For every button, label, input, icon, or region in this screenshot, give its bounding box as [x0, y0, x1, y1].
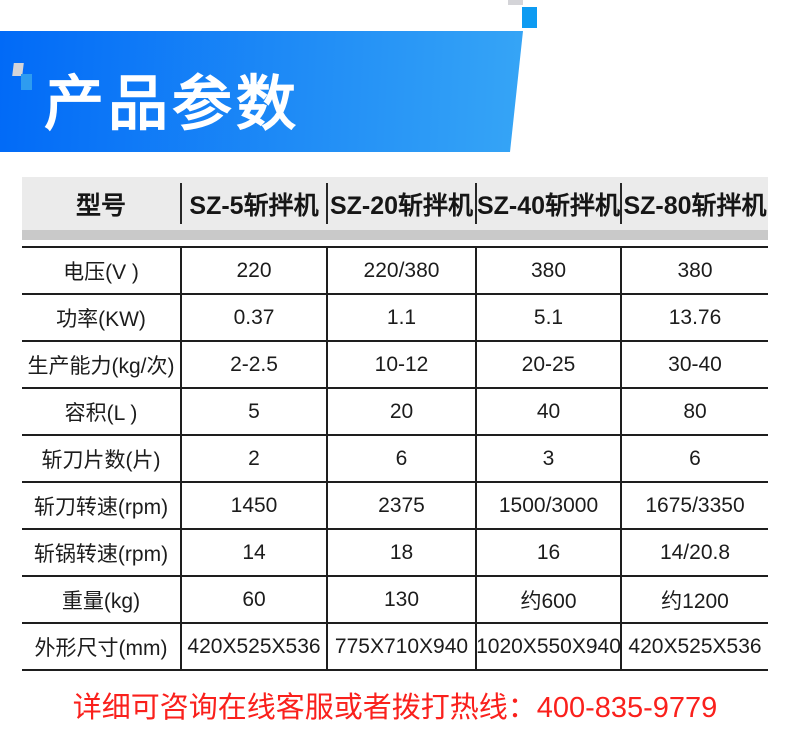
cell-value: 2-2.5: [180, 342, 326, 387]
cell-value: 约600: [475, 577, 620, 622]
table-row: 斩锅转速(rpm) 14 18 16 14/20.8: [22, 530, 768, 577]
cell-value: 6: [326, 436, 475, 481]
cell-value: 380: [620, 248, 768, 293]
cell-value: 40: [475, 389, 620, 434]
cell-value: 5.1: [475, 295, 620, 340]
table-row: 生产能力(kg/次) 2-2.5 10-12 20-25 30-40: [22, 342, 768, 389]
table-row: 斩刀片数(片) 2 6 3 6: [22, 436, 768, 483]
header-divider-band: [22, 230, 768, 240]
row-label: 电压(V ): [63, 260, 139, 284]
cell-value: 380: [475, 248, 620, 293]
table-row: 斩刀转速(rpm) 1450 2375 1500/3000 1675/3350: [22, 483, 768, 530]
cell-value: 30-40: [620, 342, 768, 387]
row-label: 斩刀片数(片): [41, 448, 161, 472]
row-label: 外形尺寸(mm): [34, 636, 168, 660]
cell-value: 420X525X536: [620, 624, 768, 669]
cell-value: 约1200: [620, 577, 768, 622]
cell-value: 1.1: [326, 295, 475, 340]
row-label: 斩刀转速(rpm): [33, 495, 169, 519]
cell-value: 1450: [180, 483, 326, 528]
row-label: 容积(L ): [64, 401, 138, 425]
cell-value: 16: [475, 530, 620, 575]
cell-value: 2: [180, 436, 326, 481]
cell-value: 1500/3000: [475, 483, 620, 528]
column-header: SZ-5斩拌机: [180, 183, 326, 224]
cell-value: 0.37: [180, 295, 326, 340]
spec-table: 型号 SZ-5斩拌机 SZ-20斩拌机 SZ-40斩拌机 SZ-80斩拌机 电压(V )…: [22, 177, 768, 671]
cell-value: 14: [180, 530, 326, 575]
cell-value: 10-12: [326, 342, 475, 387]
hotline-text: 详细可咨询在线客服或者拨打热线：400-835-9779: [0, 684, 790, 726]
cell-value: 6: [620, 436, 768, 481]
table-row: 功率(KW) 0.37 1.1 5.1 13.76: [22, 295, 768, 342]
cell-value: 775X710X940: [326, 624, 475, 669]
cell-value: 18: [326, 530, 475, 575]
cell-value: 60: [180, 577, 326, 622]
row-label: 重量(kg): [61, 589, 141, 613]
cell-value: 220/380: [326, 248, 475, 293]
cell-value: 14/20.8: [620, 530, 768, 575]
cell-value: 20: [326, 389, 475, 434]
table-row: 容积(L ) 5 20 40 80: [22, 389, 768, 436]
column-header: SZ-80斩拌机: [620, 183, 768, 224]
table-row: 电压(V ) 220 220/380 380 380: [22, 248, 768, 295]
spec-table-body: 电压(V ) 220 220/380 380 380 功率(KW) 0.37 1.1 5.1 13…: [22, 246, 768, 671]
row-label: 生产能力(kg/次): [27, 354, 175, 378]
hotline-phone-number: 400-835-9779: [536, 692, 718, 724]
corner-gray-square-decoration: [508, 0, 523, 5]
page-title: 产品参数: [44, 70, 300, 137]
spec-table-header-row: 型号 SZ-5斩拌机 SZ-20斩拌机 SZ-40斩拌机 SZ-80斩拌机: [22, 177, 768, 230]
cell-value: 130: [326, 577, 475, 622]
cell-value: 20-25: [475, 342, 620, 387]
row-label: 功率(KW): [56, 307, 146, 331]
cell-value: 2375: [326, 483, 475, 528]
column-header: SZ-40斩拌机: [475, 183, 620, 224]
cell-value: 1675/3350: [620, 483, 768, 528]
table-row: 重量(kg) 60 130 约600 约1200: [22, 577, 768, 624]
cell-value: 13.76: [620, 295, 768, 340]
row-label: 斩锅转速(rpm): [33, 542, 169, 566]
table-row: 外形尺寸(mm) 420X525X536 775X710X940 1020X550X9…: [22, 624, 768, 671]
cell-value: 420X525X536: [180, 624, 326, 669]
column-header-model: 型号: [75, 191, 126, 220]
cell-value: 80: [620, 389, 768, 434]
column-header: SZ-20斩拌机: [326, 183, 475, 224]
hotline-label: 详细可咨询在线客服或者拨打热线：: [72, 692, 537, 724]
cell-value: 3: [475, 436, 620, 481]
section-title-banner: 产品参数: [0, 31, 523, 152]
cell-value: 5: [180, 389, 326, 434]
title-blue-square-decoration: [21, 74, 32, 90]
cell-value: 220: [180, 248, 326, 293]
corner-blue-square-decoration: [522, 7, 537, 28]
cell-value: 1020X550X940: [475, 624, 621, 669]
